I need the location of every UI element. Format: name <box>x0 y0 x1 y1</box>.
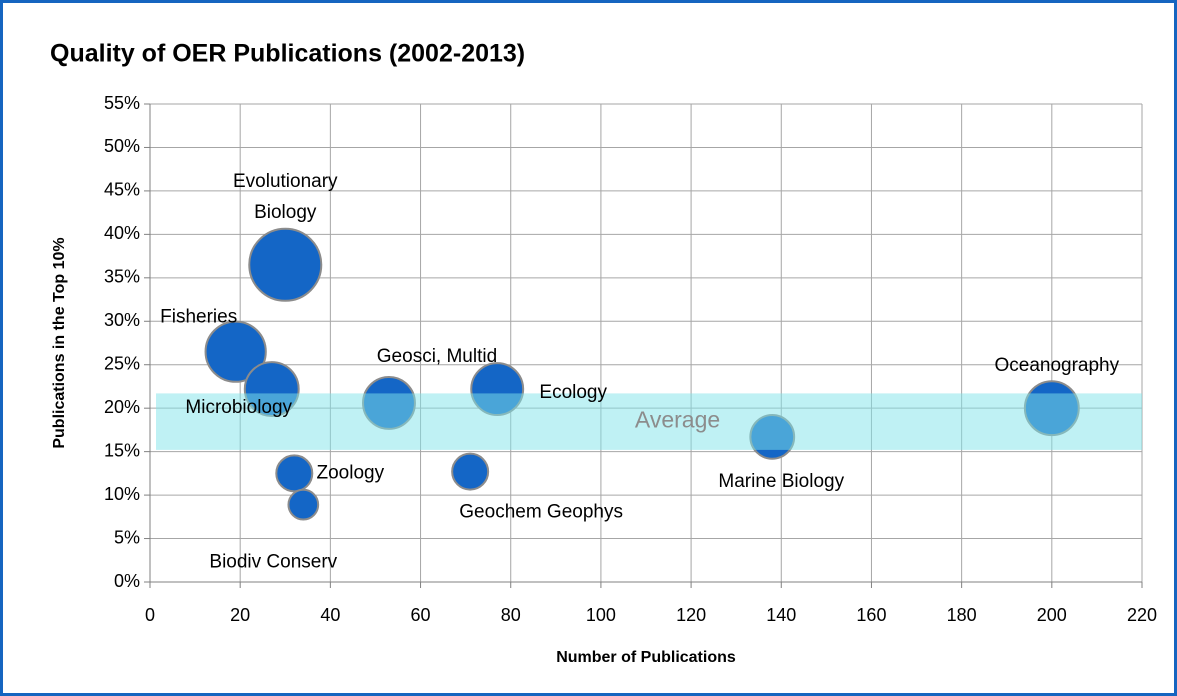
x-tick-label: 0 <box>145 605 155 625</box>
y-tick-label: 25% <box>104 353 140 373</box>
bubble-label: Fisheries <box>160 307 237 328</box>
bubble <box>248 227 323 302</box>
bubble-label: Evolutionary Biology <box>233 171 338 223</box>
bubble-label: Biodiv Conserv <box>209 552 337 573</box>
x-tick-label: 140 <box>766 605 796 625</box>
x-tick-label: 200 <box>1037 605 1067 625</box>
average-label: Average <box>635 407 720 433</box>
y-tick-label: 30% <box>104 310 140 330</box>
x-tick-label: 180 <box>947 605 977 625</box>
bubble-label: Geosci, Multid <box>377 346 497 367</box>
bubble-label: Oceanography <box>994 355 1119 376</box>
y-tick-label: 50% <box>104 136 140 156</box>
y-axis-label: Publications in the Top 10% <box>51 237 68 448</box>
x-tick-label: 80 <box>501 605 521 625</box>
y-tick-label: 5% <box>114 527 140 547</box>
x-tick-label: 220 <box>1127 605 1157 625</box>
bubble-label: Marine Biology <box>718 471 844 492</box>
chart-title: Quality of OER Publications (2002-2013) <box>50 40 525 68</box>
y-tick-label: 20% <box>104 397 140 417</box>
average-band <box>156 393 1142 450</box>
x-tick-label: 120 <box>676 605 706 625</box>
bubble <box>204 320 267 383</box>
y-tick-label: 55% <box>104 93 140 113</box>
y-tick-label: 40% <box>104 223 140 243</box>
bubble-label: Microbiology <box>185 397 292 418</box>
x-tick-label: 60 <box>411 605 431 625</box>
x-tick-label: 160 <box>856 605 886 625</box>
x-axis-label: Number of Publications <box>556 649 736 666</box>
bubble-label: Ecology <box>539 382 607 403</box>
x-tick-label: 100 <box>586 605 616 625</box>
x-tick-label: 20 <box>230 605 250 625</box>
bubble <box>287 488 320 521</box>
y-tick-label: 45% <box>104 180 140 200</box>
y-tick-label: 15% <box>104 440 140 460</box>
bubble <box>451 452 490 491</box>
x-tick-label: 40 <box>320 605 340 625</box>
y-tick-label: 10% <box>104 484 140 504</box>
bubble <box>275 454 314 493</box>
y-tick-label: 35% <box>104 267 140 287</box>
bubble-label: Geochem Geophys <box>459 502 623 523</box>
bubble-label: Zoology <box>316 462 384 483</box>
y-tick-label: 0% <box>114 571 140 591</box>
